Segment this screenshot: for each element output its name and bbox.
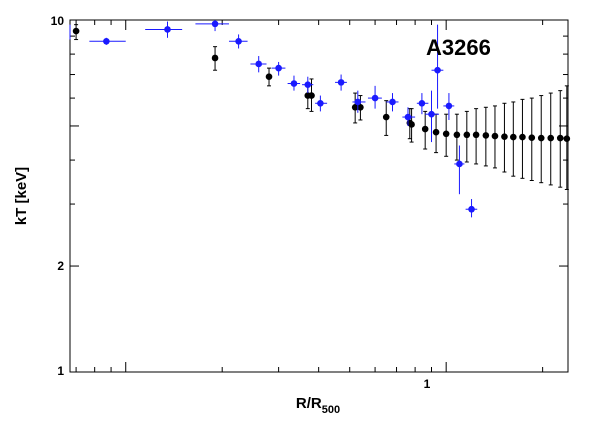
data-point (432, 128, 440, 136)
data-point (72, 27, 80, 35)
data-point (371, 94, 379, 102)
data-point (304, 81, 312, 88)
data-point (445, 102, 453, 110)
data-point (428, 110, 435, 118)
data-point (354, 98, 362, 106)
data-point (563, 135, 571, 143)
data-point (408, 121, 415, 128)
x-axis-label: R/R500 (296, 395, 340, 416)
x-axis-label-sub: 500 (322, 404, 340, 416)
data-point (442, 130, 450, 138)
series-2 (69, 20, 478, 218)
data-series (69, 20, 571, 218)
data-point (404, 113, 412, 121)
plot-frame-rect (69, 19, 569, 373)
data-point (265, 73, 273, 81)
data-point (456, 160, 463, 168)
data-point (317, 99, 324, 107)
data-point (211, 20, 219, 28)
data-point (389, 98, 396, 106)
annotation-label: A3266 (426, 35, 491, 60)
y-tick-label-10: 10 (51, 14, 65, 28)
data-point (491, 132, 499, 140)
data-point (519, 133, 526, 141)
data-point (351, 103, 359, 111)
series-1 (72, 24, 571, 190)
y-tick-label-2: 2 (57, 259, 64, 273)
data-point (421, 125, 429, 133)
y-axis-label: kT [keV] (13, 167, 30, 225)
data-point (468, 205, 475, 213)
data-point (275, 64, 282, 72)
data-point (103, 37, 110, 45)
data-point (211, 54, 219, 62)
data-point (547, 134, 555, 142)
data-point (556, 134, 564, 142)
x-axis-label-main: R/R (296, 395, 322, 412)
data-point (164, 26, 171, 33)
data-point (255, 60, 263, 68)
x-tick-label-1: 1 (424, 377, 431, 391)
plot-frame (69, 19, 569, 373)
data-point (453, 131, 461, 139)
axis-ticks (70, 19, 568, 373)
data-point (537, 134, 545, 142)
data-point (308, 92, 315, 99)
data-point (337, 79, 345, 86)
data-point (418, 99, 426, 107)
data-point (482, 132, 490, 139)
data-point (501, 133, 508, 141)
data-point (528, 134, 536, 142)
data-point (472, 131, 480, 139)
y-tick-label-1: 1 (57, 364, 64, 378)
data-point (510, 133, 517, 141)
data-point (463, 131, 471, 139)
data-point (235, 37, 242, 45)
data-point (434, 66, 441, 74)
data-point (382, 113, 390, 121)
data-point (290, 80, 298, 87)
data-point (357, 103, 364, 111)
